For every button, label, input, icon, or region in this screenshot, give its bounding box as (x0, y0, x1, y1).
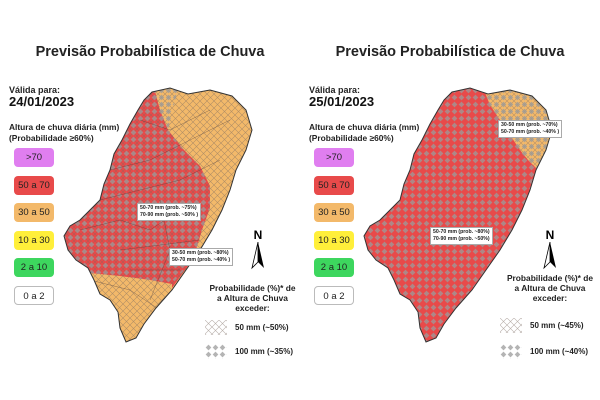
legend-swatch-50-70: 50 a 70 (14, 175, 54, 195)
legend-swatch-2-10: 2 a 10 (14, 258, 54, 277)
state-outline (63, 87, 253, 343)
state-map (63, 87, 253, 343)
valid-label: Válida para: (9, 85, 61, 95)
north-arrow-icon: N (248, 228, 268, 270)
legend-title-line1: Altura de chuva diária (mm) (9, 122, 120, 132)
legend-swatch-0-2: 0 a 2 (314, 285, 354, 305)
legend-swatch-50-70: 50 a 70 (314, 175, 354, 195)
prob-item-50mm-label: 50 mm (~50%) (235, 323, 289, 332)
panel-25-01: Previsão Probabilística de Chuva Válida … (300, 0, 600, 400)
prob-title-line2: a Altura de Chuva (217, 293, 288, 303)
legend-title-line2: (Probabilidade ≥60%) (309, 133, 394, 143)
legend-title-line1: Altura de chuva diária (mm) (309, 122, 420, 132)
legend-swatch-30-50: 30 a 50 (14, 203, 54, 222)
callout-2-line2: 50-70 mm (prob. ~40% ) (172, 257, 231, 263)
rain-legend: >70 50 a 70 30 a 50 10 a 30 2 a 10 0 a 2 (314, 148, 356, 313)
north-label: N (253, 228, 263, 242)
prob-item-100mm-label: 100 mm (~40%) (530, 347, 589, 356)
callout-2-line1: 50-70 mm (prob. ~80%) (433, 229, 490, 235)
prob-item-50mm-label: 50 mm (~45%) (530, 321, 584, 330)
prob-legend-title: Probabilidade (%)* de a Altura de Chuva … (500, 273, 600, 303)
map-title: Previsão Probabilística de Chuva (35, 44, 265, 60)
north-arrow-icon: N (540, 228, 560, 270)
callout-1-line2: 50-70 mm (prob. ~40% ) (501, 129, 560, 135)
prob-title-line2: a Altura de Chuva (514, 283, 586, 293)
north-label: N (545, 228, 555, 242)
callout-1-line1: 50-70 mm (prob. ~75%) (140, 205, 197, 211)
legend-swatch-70plus: >70 (14, 148, 54, 167)
prob-title-line3: exceder: (235, 303, 270, 313)
map-title: Previsão Probabilística de Chuva (335, 44, 565, 60)
legend-swatch-2-10: 2 a 10 (314, 258, 354, 277)
prob-item-50mm: 50 mm (~45%) (500, 318, 584, 333)
legend-swatch-30-50: 30 a 50 (314, 203, 354, 222)
municipal-boundaries (79, 109, 231, 311)
callout-1: 30-50 mm (prob. ~70%) 50-70 mm (prob. ~4… (498, 120, 563, 138)
prob-item-100mm-label: 100 mm (~35%) (235, 347, 294, 356)
legend-swatch-10-30: 10 a 30 (314, 230, 354, 250)
legend-title: Altura de chuva diária (mm) (Probabilida… (309, 122, 419, 144)
legend-title-line2: (Probabilidade ≥60%) (9, 133, 94, 143)
state-outline (363, 87, 553, 343)
legend-swatch-10-30: 10 a 30 (14, 230, 54, 250)
callout-1: 50-70 mm (prob. ~75%) 70-90 mm (prob. ~5… (137, 203, 202, 221)
panel-24-01: Previsão Probabilística de Chuva Válida … (9, 44, 300, 359)
callout-2-line2: 70-90 mm (prob. ~50%) (433, 236, 490, 242)
valid-label: Válida para: (309, 85, 361, 95)
valid-date: 25/01/2023 (309, 94, 375, 109)
legend-swatch-0-2: 0 a 2 (14, 285, 54, 305)
prob-title-line3: exceder: (532, 293, 568, 303)
callout-2-line1: 30-50 mm (prob. ~80%) (172, 250, 229, 256)
prob-legend-title: Probabilidade (%)* de a Altura de Chuva … (205, 283, 300, 313)
callout-1-line2: 70-90 mm (prob. ~50% ) (140, 212, 199, 218)
callout-2: 30-50 mm (prob. ~80%) 50-70 mm (prob. ~4… (169, 248, 234, 266)
legend-swatch-70plus: >70 (314, 148, 354, 167)
callout-2: 50-70 mm (prob. ~80%) 70-90 mm (prob. ~5… (430, 227, 493, 245)
valid-date: 24/01/2023 (9, 94, 75, 109)
rain-legend: >70 50 a 70 30 a 50 10 a 30 2 a 10 0 a 2 (14, 148, 56, 313)
legend-title: Altura de chuva diária (mm) (Probabilida… (9, 122, 119, 144)
callout-1-line1: 30-50 mm (prob. ~70%) (501, 122, 558, 128)
prob-item-50mm: 50 mm (~50%) (205, 320, 289, 335)
prob-title-line1: Probabilidade (%)* de (506, 273, 594, 283)
prob-title-line1: Probabilidade (%)* de (209, 283, 296, 293)
prob-item-100mm: 100 mm (~40%) (500, 344, 588, 359)
prob-item-100mm: 100 mm (~35%) (205, 344, 293, 359)
